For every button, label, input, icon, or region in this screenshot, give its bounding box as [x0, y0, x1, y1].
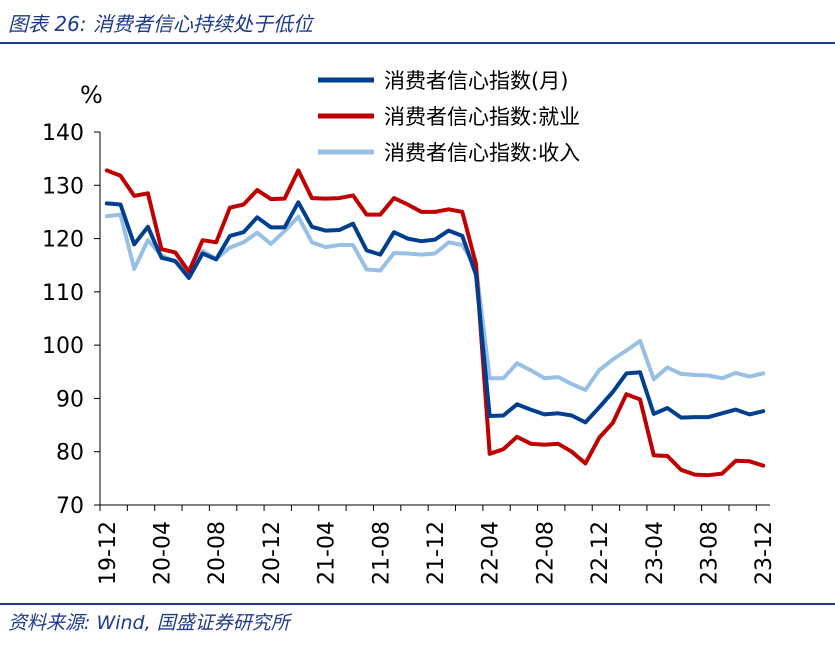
x-tick-label: 23-08 [697, 521, 722, 585]
series-line [104, 168, 766, 478]
x-tick-label: 22-08 [533, 521, 558, 585]
y-tick-label: 90 [56, 387, 84, 412]
y-tick-label: 80 [56, 441, 84, 466]
y-tick-label: 130 [42, 174, 84, 199]
source-note: 资料来源: Wind, 国盛证券研究所 [8, 612, 290, 634]
x-tick-label: 20-04 [151, 521, 176, 585]
x-tick-label: 21-04 [315, 521, 340, 585]
x-tick-label: 22-04 [479, 521, 504, 585]
legend-label: 消费者信心指数:就业 [384, 105, 580, 129]
x-tick-label: 21-12 [424, 521, 449, 585]
source-divider [0, 603, 835, 605]
x-tick-label: 22-12 [588, 521, 613, 585]
series-line [104, 200, 766, 425]
x-tick-label: 19-12 [96, 521, 121, 585]
legend-label: 消费者信心指数(月) [384, 69, 568, 93]
y-tick-label: 100 [42, 334, 84, 359]
y-tick-label: 110 [42, 281, 84, 306]
axes: 70 80 90 100 110 120 130 140 19-12 20-04 20-08 20-1… [42, 121, 777, 585]
y-tick-label: 140 [42, 121, 84, 146]
y-tick-label: 70 [56, 494, 84, 519]
legend-label: 消费者信心指数:收入 [384, 141, 580, 165]
x-tick-label: 20-08 [205, 521, 230, 585]
title-divider [0, 42, 835, 44]
y-tick-label: 120 [42, 228, 84, 253]
line-chart: 70 80 90 100 110 120 130 140 19-12 20-04 20-08 20-1… [42, 69, 777, 585]
x-tick-label: 20-12 [260, 521, 285, 585]
x-tick-label: 21-08 [369, 521, 394, 585]
x-tick-label: 23-04 [643, 521, 668, 585]
x-tick-label: 23-12 [752, 521, 777, 585]
figure-title: 图表 26: 消费者信心持续处于低位 [8, 12, 313, 36]
series-lines [104, 168, 766, 478]
y-unit-label: % [80, 81, 103, 109]
